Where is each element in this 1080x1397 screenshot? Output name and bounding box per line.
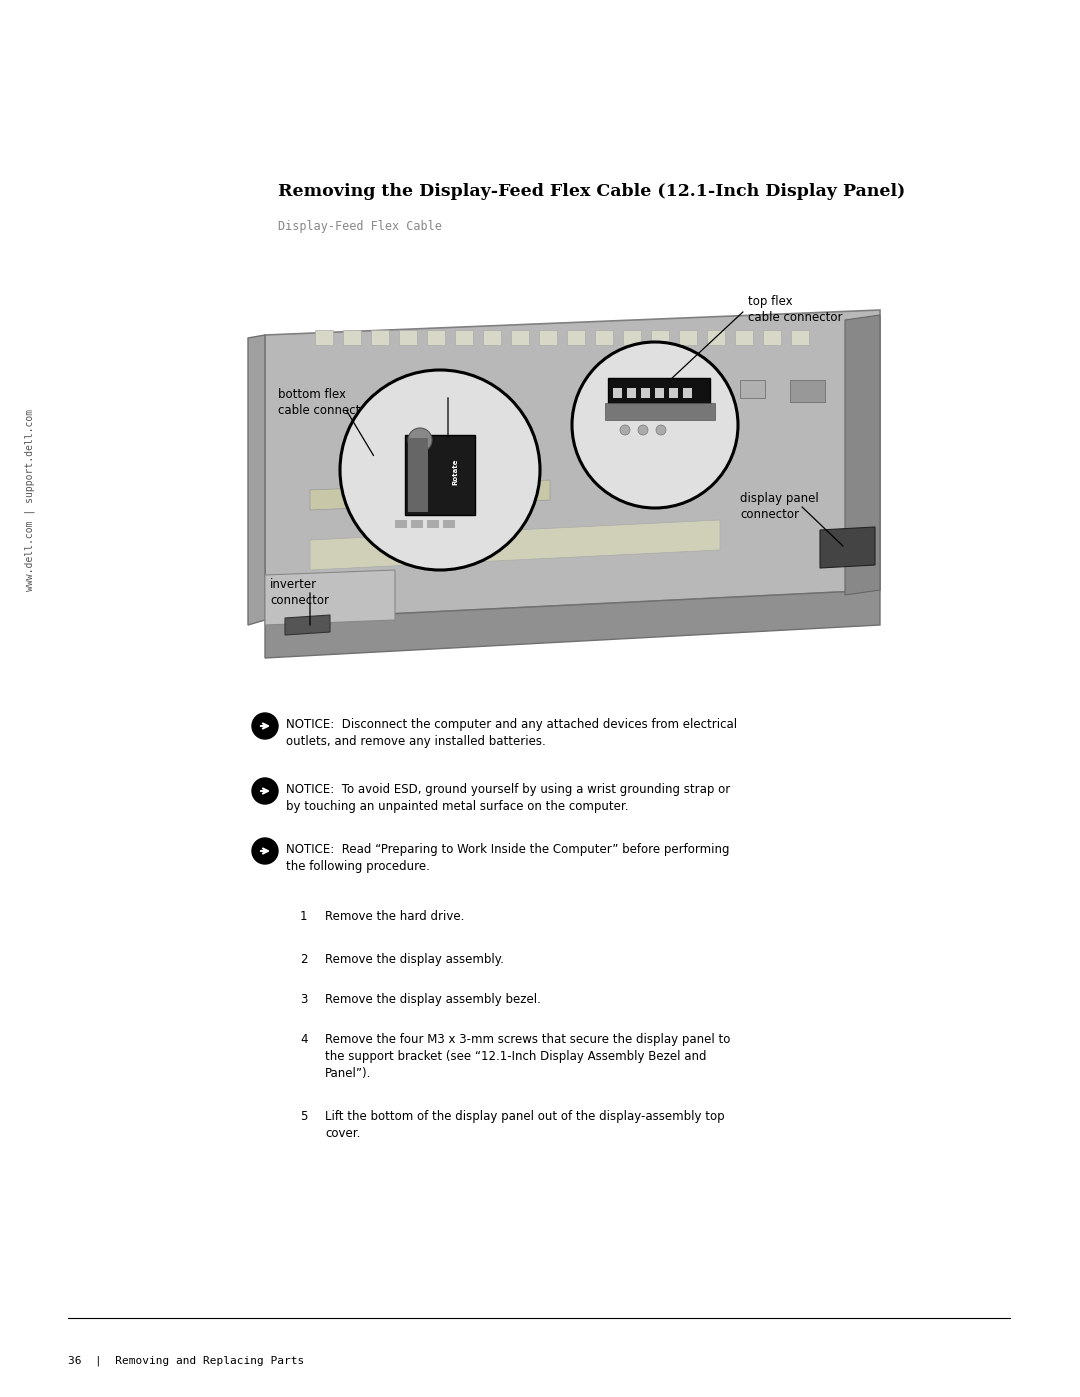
Circle shape xyxy=(252,838,278,863)
Polygon shape xyxy=(627,388,636,398)
Polygon shape xyxy=(265,570,395,624)
Polygon shape xyxy=(265,590,880,658)
Polygon shape xyxy=(567,330,585,345)
Polygon shape xyxy=(310,481,550,510)
Polygon shape xyxy=(372,330,389,345)
Polygon shape xyxy=(483,330,501,345)
Text: Remove the hard drive.: Remove the hard drive. xyxy=(325,909,464,923)
Polygon shape xyxy=(654,388,664,398)
Polygon shape xyxy=(845,314,880,595)
Polygon shape xyxy=(740,380,765,398)
Text: inverter
connector: inverter connector xyxy=(270,578,329,608)
Polygon shape xyxy=(613,388,622,398)
Circle shape xyxy=(638,425,648,434)
Circle shape xyxy=(656,425,666,434)
Polygon shape xyxy=(411,520,423,528)
Polygon shape xyxy=(265,310,880,620)
Polygon shape xyxy=(605,402,715,420)
Polygon shape xyxy=(408,439,428,511)
Text: Lift the bottom of the display panel out of the display-assembly top
cover.: Lift the bottom of the display panel out… xyxy=(325,1111,725,1140)
Circle shape xyxy=(252,712,278,739)
Polygon shape xyxy=(310,520,720,570)
Text: 36  |  Removing and Replacing Parts: 36 | Removing and Replacing Parts xyxy=(68,1355,305,1365)
Text: 1: 1 xyxy=(300,909,308,923)
Polygon shape xyxy=(395,520,407,528)
Polygon shape xyxy=(651,330,669,345)
Polygon shape xyxy=(285,615,330,636)
Text: www.dell.com | support.dell.com: www.dell.com | support.dell.com xyxy=(25,409,36,591)
Text: Removing the Display-Feed Flex Cable (12.1-Inch Display Panel): Removing the Display-Feed Flex Cable (12… xyxy=(278,183,905,200)
Polygon shape xyxy=(820,527,875,569)
Text: NOTICE:  Read “Preparing to Work Inside the Computer” before performing
the foll: NOTICE: Read “Preparing to Work Inside t… xyxy=(286,842,729,873)
Text: display panel
connector: display panel connector xyxy=(740,492,819,521)
Polygon shape xyxy=(399,330,417,345)
Text: pull tab: pull tab xyxy=(415,379,460,391)
Polygon shape xyxy=(248,335,265,624)
Text: Remove the display assembly.: Remove the display assembly. xyxy=(325,953,504,965)
Polygon shape xyxy=(427,520,438,528)
Text: 4: 4 xyxy=(300,1032,308,1046)
Text: bottom flex
cable connector: bottom flex cable connector xyxy=(278,388,373,416)
Polygon shape xyxy=(680,380,710,400)
Polygon shape xyxy=(595,330,613,345)
Polygon shape xyxy=(762,330,781,345)
Polygon shape xyxy=(608,379,710,405)
Polygon shape xyxy=(707,330,725,345)
Text: Remove the four M3 x 3-mm screws that secure the display panel to
the support br: Remove the four M3 x 3-mm screws that se… xyxy=(325,1032,730,1080)
Polygon shape xyxy=(642,388,650,398)
Polygon shape xyxy=(789,380,825,402)
Polygon shape xyxy=(735,330,753,345)
Circle shape xyxy=(340,370,540,570)
Text: 3: 3 xyxy=(300,993,308,1006)
Polygon shape xyxy=(405,434,475,515)
Polygon shape xyxy=(315,330,333,345)
Text: NOTICE:  Disconnect the computer and any attached devices from electrical
outlet: NOTICE: Disconnect the computer and any … xyxy=(286,718,738,747)
Circle shape xyxy=(408,427,432,453)
Polygon shape xyxy=(443,520,455,528)
Polygon shape xyxy=(539,330,557,345)
Polygon shape xyxy=(427,330,445,345)
Text: Remove the display assembly bezel.: Remove the display assembly bezel. xyxy=(325,993,541,1006)
Polygon shape xyxy=(600,380,640,405)
Text: Rotate: Rotate xyxy=(453,458,458,485)
Text: Display-Feed Flex Cable: Display-Feed Flex Cable xyxy=(278,219,442,233)
Text: 5: 5 xyxy=(300,1111,308,1123)
Polygon shape xyxy=(679,330,697,345)
Circle shape xyxy=(620,425,630,434)
Circle shape xyxy=(572,342,738,509)
Text: top flex
cable connector: top flex cable connector xyxy=(748,295,842,324)
Polygon shape xyxy=(623,330,642,345)
Polygon shape xyxy=(455,330,473,345)
Polygon shape xyxy=(791,330,809,345)
Polygon shape xyxy=(683,388,692,398)
Polygon shape xyxy=(343,330,361,345)
Text: 2: 2 xyxy=(300,953,308,965)
Polygon shape xyxy=(511,330,529,345)
Text: NOTICE:  To avoid ESD, ground yourself by using a wrist grounding strap or
by to: NOTICE: To avoid ESD, ground yourself by… xyxy=(286,782,730,813)
Circle shape xyxy=(252,778,278,805)
Polygon shape xyxy=(669,388,678,398)
